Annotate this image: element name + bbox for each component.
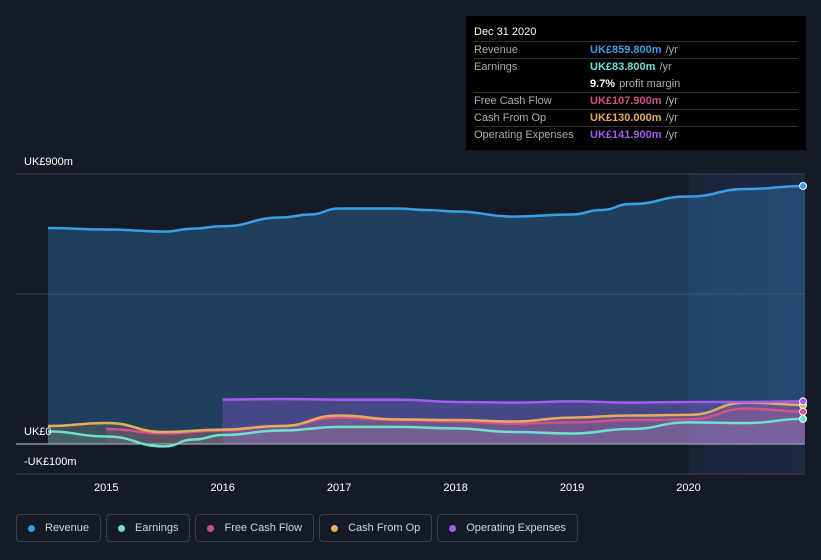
legend-label: Free Cash Flow [224,522,303,534]
profit-margin-value: 9.7% [590,78,616,90]
profit-margin-label: profit margin [619,78,681,90]
area-revenue [48,186,805,444]
area-earnings [48,418,805,447]
tooltip-row-earnings: Earnings UK£83.800m /yr [474,58,798,75]
legend-dot-icon [118,524,126,532]
legend-label: Operating Expenses [466,522,566,534]
x-tick-label: 2020 [676,482,700,494]
legend-dot-icon [449,524,457,532]
tooltip-unit: /yr [665,112,678,124]
point-revenue [799,182,807,190]
tooltip-row-cash-from-op: Cash From Op UK£130.000m /yr [474,109,798,126]
tooltip-row-revenue: Revenue UK£859.800m /yr [474,41,798,58]
tooltip-label: Earnings [474,61,518,73]
line-operating-expenses [222,397,806,404]
legend-item-revenue[interactable]: Revenue [16,514,102,542]
y-axis-zero-label: UK£0 [24,426,52,438]
y-axis-top-label: UK£900m [24,156,73,168]
legend-label: Earnings [135,522,179,534]
tooltip-row-free-cash-flow: Free Cash Flow UK£107.900m /yr [474,92,798,109]
legend-item-free-cash-flow[interactable]: Free Cash Flow [195,514,315,542]
tooltip-value: UK£141.900m [590,129,662,141]
tooltip-value: UK£107.900m [590,95,662,107]
tooltip-value: UK£130.000m [590,112,662,124]
tooltip-date: Dec 31 2020 [474,26,537,38]
x-tick-label: 2018 [443,482,467,494]
tooltip-unit: /yr [659,61,672,73]
area-free-cash-flow [106,408,805,444]
x-tick-label: 2019 [560,482,584,494]
legend-label: Revenue [45,522,90,534]
tooltip-panel: Dec 31 2020 Revenue UK£859.800m /yr Earn… [466,16,806,150]
tooltip-label: Cash From Op [474,112,547,124]
tooltip-row-margin: 9.7% profit margin [474,75,798,92]
legend-dot-icon [331,524,339,532]
x-tick-label: 2016 [210,482,234,494]
tooltip-value: UK£859.800m [590,44,662,56]
tooltip-row-operating-expenses: Operating Expenses UK£141.900m /yr [474,126,798,143]
tooltip-unit: /yr [665,129,678,141]
legend-item-operating-expenses[interactable]: Operating Expenses [437,514,578,542]
point-earnings [799,414,807,423]
tooltip-label: Free Cash Flow [474,95,552,107]
x-tick-label: 2017 [327,482,351,494]
line-cash-from-op [47,401,806,434]
chart-legend: Revenue Earnings Free Cash Flow Cash Fro… [16,514,583,542]
y-axis-bottom-label: -UK£100m [24,456,77,468]
line-earnings [47,417,806,448]
tooltip-value: UK£83.800m [590,61,656,73]
tooltip-label: Revenue [474,44,519,56]
legend-dot-icon [28,524,35,532]
tooltip-label: Operating Expenses [474,129,574,141]
legend-dot-icon [207,524,215,532]
line-revenue [47,184,806,233]
point-free-cash-flow [799,407,807,416]
tooltip-unit: /yr [665,44,678,56]
legend-item-earnings[interactable]: Earnings [106,514,191,542]
tooltip-unit: /yr [665,95,678,107]
x-tick-label: 2015 [94,482,118,494]
legend-label: Cash From Op [348,522,421,534]
legend-item-cash-from-op[interactable]: Cash From Op [319,514,433,542]
point-operating-expenses [799,397,807,406]
